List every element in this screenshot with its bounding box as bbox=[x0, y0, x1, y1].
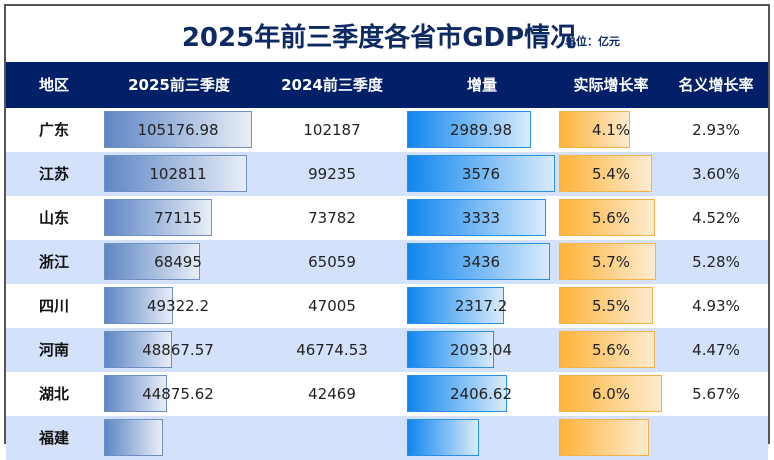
increase-cell: 3576 bbox=[461, 165, 501, 183]
increase-bar bbox=[407, 375, 507, 412]
region-cell: 四川 bbox=[38, 297, 69, 315]
increase-bar bbox=[407, 331, 494, 368]
real-growth-bar bbox=[559, 243, 656, 280]
gdp-2025-cell: 105176.98 bbox=[137, 121, 219, 139]
increase-cell: 3333 bbox=[461, 209, 501, 227]
increase-bar bbox=[407, 243, 550, 280]
gdp-2025-cell: 49322.2 bbox=[146, 297, 210, 315]
increase-cell: 2406.62 bbox=[449, 385, 513, 403]
table-row: 广东 105176.98 102187 2989.98 4.1% 2.93% bbox=[6, 108, 768, 152]
gdp-2025-cell: 48867.57 bbox=[142, 341, 214, 359]
real-growth-cell bbox=[559, 416, 663, 460]
gdp-2025-cell: 102811 bbox=[149, 165, 207, 183]
header-region: 地区 bbox=[38, 76, 69, 94]
title-bar: 2025年前三季度各省市GDP情况 单位：亿元 bbox=[6, 6, 772, 64]
table-row: 江苏 102811 99235 3576 5.4% 3.60% bbox=[6, 152, 768, 196]
gdp-2025-cell: 68495 bbox=[154, 253, 202, 271]
gdp-2025-bar bbox=[104, 155, 247, 192]
gdp-2024-cell: 99235 bbox=[308, 165, 356, 183]
region-cell: 山东 bbox=[38, 209, 69, 227]
increase-bar bbox=[407, 111, 531, 148]
title-text: 2025年前三季度各省市GDP情况 bbox=[181, 23, 577, 53]
nominal-growth-cell: 4.93% bbox=[692, 297, 740, 315]
region-cell: 广东 bbox=[38, 121, 69, 139]
increase-bar bbox=[407, 287, 504, 324]
gdp-2025-bar bbox=[104, 111, 252, 148]
header-real-growth: 实际增长率 bbox=[573, 76, 649, 94]
header-increase: 增量 bbox=[466, 76, 497, 94]
real-growth-bar bbox=[559, 375, 662, 412]
increase-bar bbox=[407, 199, 546, 236]
increase-cell: 2093.04 bbox=[449, 341, 513, 359]
table-row: 浙江 68495 65059 3436 5.7% 5.28% bbox=[6, 240, 768, 284]
real-growth-bar bbox=[559, 331, 655, 368]
real-growth-bar bbox=[559, 155, 652, 192]
header-gdp-2025: 2025前三季度 bbox=[128, 76, 230, 94]
gdp-2024-cell: 47005 bbox=[308, 297, 356, 315]
region-cell: 河南 bbox=[38, 341, 69, 359]
real-growth-cell: 5.5% bbox=[591, 297, 631, 315]
gdp-2024-cell: 73782 bbox=[308, 209, 356, 227]
table-row: 福建 bbox=[6, 416, 768, 460]
gdp-2025-cell bbox=[104, 416, 252, 460]
increase-cell: 2989.98 bbox=[449, 121, 513, 139]
gdp-2025-bar bbox=[104, 375, 167, 412]
gdp-2025-cell: 44875.62 bbox=[142, 385, 214, 403]
gdp-2024-cell: 102187 bbox=[303, 121, 361, 139]
region-cell: 福建 bbox=[38, 429, 69, 447]
nominal-growth-cell: 4.47% bbox=[692, 341, 740, 359]
gdp-2024-cell bbox=[256, 416, 408, 460]
nominal-growth-cell: 4.52% bbox=[692, 209, 740, 227]
table-header: 地区 2025前三季度 2024前三季度 增量 实际增长率 名义增长率 bbox=[6, 62, 768, 108]
nominal-growth-cell: 5.28% bbox=[692, 253, 740, 271]
gdp-2025-bar bbox=[104, 287, 173, 324]
region-cell: 江苏 bbox=[38, 165, 69, 183]
gdp-2025-bar bbox=[104, 243, 200, 280]
real-growth-cell: 5.4% bbox=[591, 165, 631, 183]
table-row: 山东 77115 73782 3333 5.6% 4.52% bbox=[6, 196, 768, 240]
increase-cell: 3436 bbox=[461, 253, 501, 271]
table-row: 湖北 44875.62 42469 2406.62 6.0% 5.67% bbox=[6, 372, 768, 416]
region-cell: 湖北 bbox=[38, 385, 69, 403]
real-growth-cell: 5.7% bbox=[591, 253, 631, 271]
gdp-2024-cell: 65059 bbox=[308, 253, 356, 271]
real-growth-cell: 6.0% bbox=[591, 385, 631, 403]
header-gdp-2024: 2024前三季度 bbox=[281, 76, 383, 94]
table-row: 河南 48867.57 46774.53 2093.04 5.6% 4.47% bbox=[6, 328, 768, 372]
real-growth-cell: 5.6% bbox=[591, 209, 631, 227]
increase-bar bbox=[407, 155, 555, 192]
gdp-2024-cell: 46774.53 bbox=[296, 341, 368, 359]
unit-label: 单位：亿元 bbox=[565, 35, 620, 48]
nominal-growth-cell bbox=[666, 416, 766, 460]
gdp-2025-bar bbox=[104, 199, 212, 236]
nominal-growth-cell: 5.67% bbox=[692, 385, 740, 403]
real-growth-bar bbox=[559, 199, 655, 236]
gdp-2024-cell: 42469 bbox=[308, 385, 356, 403]
table-body: 广东 105176.98 102187 2989.98 4.1% 2.93% 江苏 10281… bbox=[6, 108, 768, 460]
gdp-table-panel: 2025年前三季度各省市GDP情况 单位：亿元 地区 2025前三季度 2024… bbox=[4, 4, 772, 460]
real-growth-cell: 4.1% bbox=[591, 121, 631, 139]
table-row: 四川 49322.2 47005 2317.2 5.5% 4.93% bbox=[6, 284, 768, 328]
nominal-growth-cell: 2.93% bbox=[692, 121, 740, 139]
real-growth-cell: 5.6% bbox=[591, 341, 631, 359]
gdp-2025-bar bbox=[104, 331, 172, 368]
real-growth-bar bbox=[559, 111, 630, 148]
nominal-growth-cell: 3.60% bbox=[692, 165, 740, 183]
gdp-2025-cell: 77115 bbox=[154, 209, 202, 227]
real-growth-bar bbox=[559, 287, 653, 324]
region-cell: 浙江 bbox=[38, 253, 69, 271]
increase-cell bbox=[407, 416, 555, 460]
header-nominal-growth: 名义增长率 bbox=[678, 76, 754, 94]
page-title: 2025年前三季度各省市GDP情况 bbox=[6, 17, 772, 54]
increase-cell: 2317.2 bbox=[454, 297, 508, 315]
